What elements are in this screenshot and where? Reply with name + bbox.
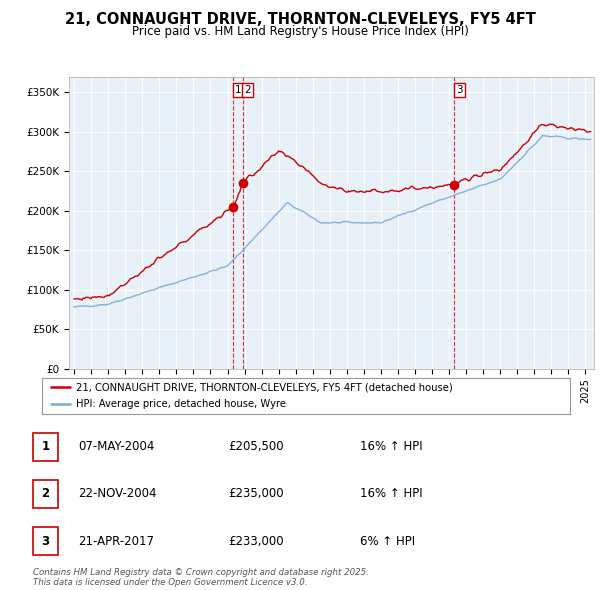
Text: 2: 2 <box>245 84 251 94</box>
Text: 22-NOV-2004: 22-NOV-2004 <box>78 487 157 500</box>
Text: 3: 3 <box>456 84 463 94</box>
Text: £233,000: £233,000 <box>228 535 284 548</box>
Text: 21, CONNAUGHT DRIVE, THORNTON-CLEVELEYS, FY5 4FT (detached house): 21, CONNAUGHT DRIVE, THORNTON-CLEVELEYS,… <box>76 382 453 392</box>
Text: 16% ↑ HPI: 16% ↑ HPI <box>360 440 422 453</box>
Text: £235,000: £235,000 <box>228 487 284 500</box>
Text: Contains HM Land Registry data © Crown copyright and database right 2025.
This d: Contains HM Land Registry data © Crown c… <box>33 568 369 587</box>
Text: 2: 2 <box>41 487 50 500</box>
Text: £205,500: £205,500 <box>228 440 284 453</box>
Text: 21-APR-2017: 21-APR-2017 <box>78 535 154 548</box>
Text: 07-MAY-2004: 07-MAY-2004 <box>78 440 154 453</box>
Text: HPI: Average price, detached house, Wyre: HPI: Average price, detached house, Wyre <box>76 399 286 409</box>
Text: Price paid vs. HM Land Registry's House Price Index (HPI): Price paid vs. HM Land Registry's House … <box>131 25 469 38</box>
Text: 1: 1 <box>235 84 242 94</box>
Text: 3: 3 <box>41 535 50 548</box>
Text: 16% ↑ HPI: 16% ↑ HPI <box>360 487 422 500</box>
Text: 21, CONNAUGHT DRIVE, THORNTON-CLEVELEYS, FY5 4FT: 21, CONNAUGHT DRIVE, THORNTON-CLEVELEYS,… <box>65 12 535 27</box>
Text: 1: 1 <box>41 440 50 453</box>
Text: 6% ↑ HPI: 6% ↑ HPI <box>360 535 415 548</box>
